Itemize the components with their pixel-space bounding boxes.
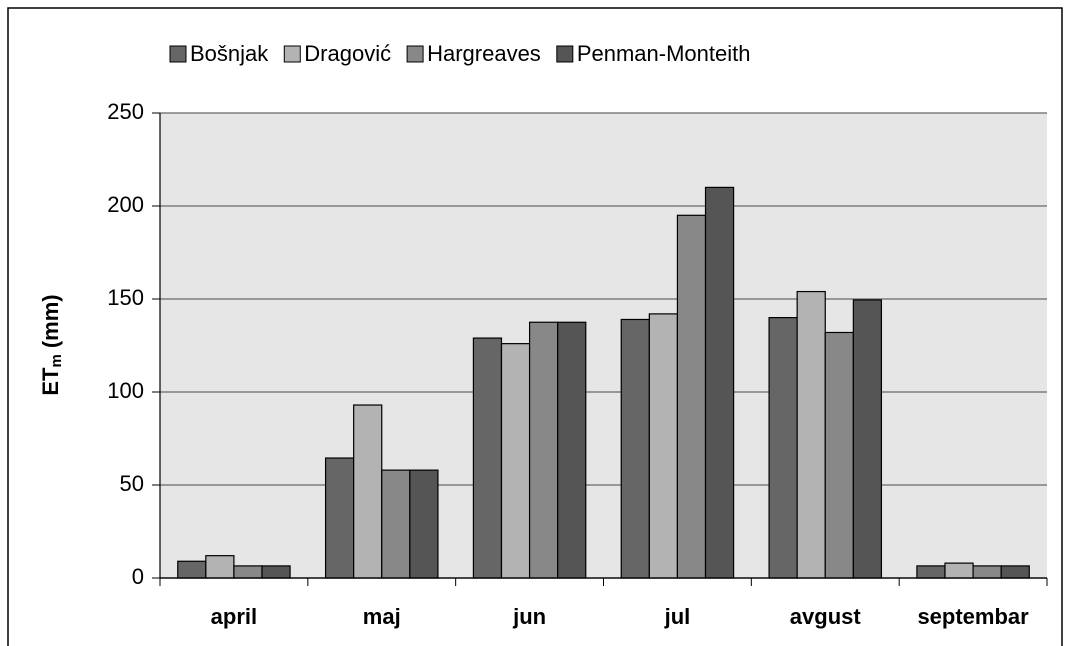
bar [353,404,383,579]
bar [233,565,263,579]
y-label-unit: (mm) [38,294,63,348]
bar [177,560,207,579]
bar [500,343,531,579]
bar [796,290,826,579]
legend: Bošnjak Dragović Hargreaves Penman-Monteith [169,41,751,66]
bar [620,318,650,579]
bar [261,565,291,579]
bar [205,555,235,579]
bar [824,331,854,579]
bar [472,337,503,579]
x-tick-label: april [211,604,257,629]
legend-label: Dragović [304,41,391,66]
y-tick-label: 150 [107,285,144,310]
plot-area [160,113,1047,578]
bar [768,317,798,579]
x-tick-label: avgust [790,604,862,629]
y-label-main: ET [38,367,63,396]
x-tick-label: maj [363,604,401,629]
legend-label: Penman-Monteith [577,41,751,66]
legend-label: Hargreaves [427,41,541,66]
legend-swatch [406,45,424,63]
legend-label: Bošnjak [190,41,269,66]
bar [916,565,946,579]
y-tick-label: 50 [120,471,144,496]
bar [557,321,587,579]
bar [972,565,1002,579]
y-axis-label: ETm (mm) [38,294,65,395]
y-tick-label: 200 [107,192,144,217]
bar [648,313,679,579]
bar [1000,565,1030,579]
bar [409,469,439,579]
bar [528,321,559,579]
legend-swatch [556,45,574,63]
legend-swatch [283,45,301,63]
y-tick-label: 100 [107,378,144,403]
x-tick-label: jul [664,604,691,629]
y-tick-label: 250 [107,99,144,124]
bar [381,469,411,579]
bar [852,299,883,579]
y-tick-label: 0 [132,564,144,589]
x-tick-label: septembar [917,604,1029,629]
bar [704,186,735,579]
legend-swatch [169,45,187,63]
y-label-sub: m [48,354,65,367]
bar [944,562,974,579]
x-tick-label: jun [512,604,546,629]
bar [676,214,707,579]
bar [324,457,355,579]
